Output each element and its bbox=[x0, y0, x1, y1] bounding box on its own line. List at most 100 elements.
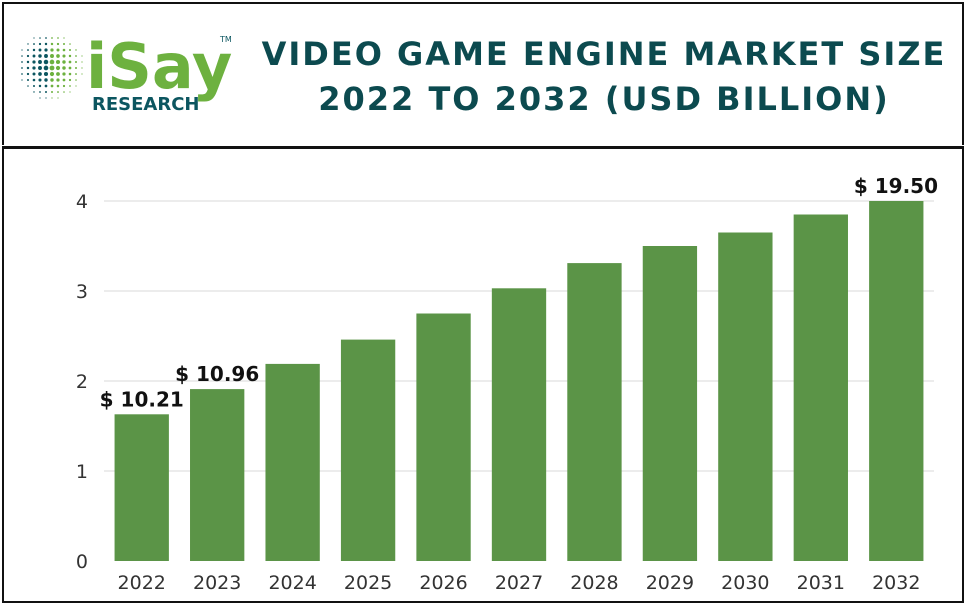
globe-dot bbox=[43, 59, 49, 65]
globe-dot bbox=[21, 49, 23, 51]
globe-dot bbox=[56, 72, 60, 76]
globe-dot bbox=[68, 72, 72, 76]
globe-dot bbox=[44, 84, 48, 88]
globe-dot bbox=[56, 48, 60, 52]
globe-dot bbox=[75, 49, 77, 51]
globe-dot bbox=[81, 55, 83, 57]
globe-dot bbox=[62, 72, 66, 76]
y-tick-label: 0 bbox=[76, 551, 88, 573]
bar-2030 bbox=[718, 232, 773, 561]
globe-dot bbox=[21, 55, 23, 57]
y-tick-label: 4 bbox=[76, 191, 88, 213]
globe-dot bbox=[26, 72, 30, 76]
globe-dot bbox=[38, 54, 42, 58]
bar-2023 bbox=[190, 389, 245, 561]
chart-panel bbox=[2, 146, 964, 603]
globe-dot bbox=[75, 79, 77, 81]
data-labels: $ 10.21$ 10.96 $ 19.50 bbox=[100, 174, 938, 411]
globe-dot bbox=[69, 85, 71, 87]
globe-dot bbox=[62, 48, 66, 52]
bar-2026 bbox=[416, 313, 471, 561]
globe-dot bbox=[44, 78, 48, 82]
x-tick-label: 2027 bbox=[495, 572, 543, 594]
globe-dot bbox=[63, 91, 65, 93]
bar-2031 bbox=[793, 214, 848, 561]
globe-dot bbox=[27, 43, 29, 45]
globe-dot bbox=[68, 54, 72, 58]
globe-dot bbox=[38, 60, 42, 64]
data-label: $ 10.96 bbox=[175, 362, 259, 386]
x-tick-label: 2026 bbox=[419, 572, 467, 594]
globe-dot bbox=[26, 60, 30, 64]
globe-dot bbox=[63, 37, 65, 39]
globe-dot bbox=[38, 72, 42, 76]
x-tick-label: 2025 bbox=[344, 572, 392, 594]
title-line-2: 2022 TO 2032 (USD BILLION) bbox=[318, 80, 890, 118]
globe-dot bbox=[50, 90, 54, 94]
globe-dot bbox=[50, 48, 54, 52]
globe-dot bbox=[26, 78, 30, 82]
globe-dot bbox=[75, 55, 77, 57]
globe-dot bbox=[81, 61, 83, 63]
y-tick-label: 2 bbox=[76, 371, 88, 393]
globe-dot bbox=[32, 66, 36, 70]
y-axis-ticks: 0 1 2 3 4 bbox=[76, 191, 88, 573]
globe-dot bbox=[49, 59, 55, 65]
globe-dot bbox=[45, 91, 47, 93]
bar-2022 bbox=[114, 414, 169, 561]
globe-dot bbox=[68, 78, 72, 82]
globe-dot bbox=[55, 59, 61, 65]
globe-dot bbox=[43, 71, 49, 77]
x-tick-label: 2023 bbox=[193, 572, 241, 594]
globe-dot bbox=[38, 84, 42, 88]
dotted-globe-icon bbox=[21, 37, 83, 99]
globe-dot bbox=[57, 91, 59, 93]
globe-dot bbox=[62, 60, 66, 64]
globe-dot bbox=[45, 97, 47, 99]
globe-dot bbox=[49, 71, 55, 77]
globe-dot bbox=[39, 37, 41, 39]
globe-dot bbox=[32, 60, 36, 64]
globe-dot bbox=[62, 66, 66, 70]
globe-dot bbox=[75, 85, 77, 87]
header-panel: iSay TM RESEARCH VIDEO GAME ENGINE MARKE… bbox=[2, 2, 964, 145]
globe-dot bbox=[38, 42, 42, 46]
globe-dot bbox=[21, 79, 23, 81]
bar-2029 bbox=[642, 246, 698, 561]
x-tick-label: 2031 bbox=[797, 572, 845, 594]
globe-dot bbox=[56, 42, 60, 46]
globe-dot bbox=[74, 66, 78, 70]
bar-2027 bbox=[491, 288, 547, 561]
globe-dot bbox=[51, 37, 53, 39]
globe-dot bbox=[75, 61, 77, 63]
data-label: $ 10.21 bbox=[100, 387, 184, 411]
globe-dot bbox=[68, 48, 72, 52]
x-tick-label: 2030 bbox=[721, 572, 769, 594]
globe-dot bbox=[21, 73, 23, 75]
globe-dot bbox=[62, 42, 66, 46]
globe-dot bbox=[56, 54, 60, 58]
globe-dot bbox=[38, 78, 42, 82]
logo-tm: TM bbox=[219, 35, 232, 44]
globe-dot bbox=[32, 54, 36, 58]
globe-dot bbox=[44, 42, 48, 46]
globe-dot bbox=[44, 54, 48, 58]
globe-dot bbox=[32, 72, 36, 76]
x-tick-label: 2024 bbox=[268, 572, 316, 594]
globe-dot bbox=[45, 37, 47, 39]
globe-dot bbox=[56, 78, 60, 82]
globe-dot bbox=[75, 73, 77, 75]
globe-dot bbox=[44, 48, 48, 52]
globe-dot bbox=[27, 49, 29, 51]
globe-dot bbox=[27, 85, 29, 87]
globe-dot bbox=[62, 84, 66, 88]
bar-2025 bbox=[340, 339, 396, 561]
isay-research-logo: iSay TM RESEARCH bbox=[21, 30, 232, 115]
globe-dot bbox=[62, 78, 66, 82]
bar-2024 bbox=[265, 363, 320, 561]
globe-dot bbox=[32, 48, 36, 52]
globe-dot bbox=[39, 97, 41, 99]
globe-dot bbox=[26, 66, 30, 70]
globe-dot bbox=[55, 65, 61, 71]
